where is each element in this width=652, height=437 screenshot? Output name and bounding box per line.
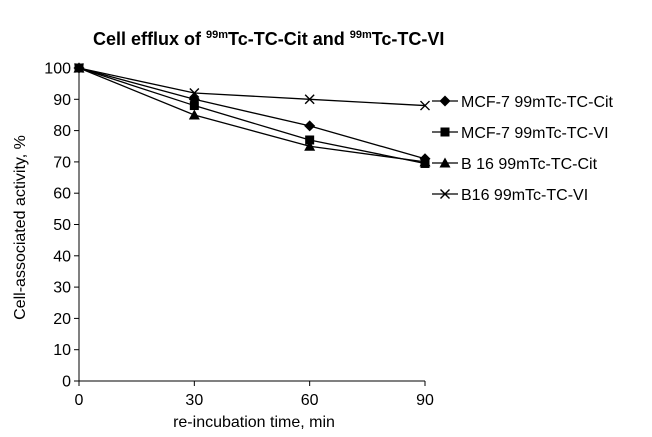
y-tick-label: 20 [53,311,71,328]
title-segment: Tc-TC-Cit and [228,29,350,49]
data-point-triangle [419,156,431,167]
y-tick-label: 30 [53,280,71,297]
data-point-x [304,94,315,105]
series-line [78,67,426,160]
axes [74,67,426,386]
y-tick-label: 0 [62,374,71,391]
legend-entry: B 16 99mTc-TC-Cit [432,156,598,173]
series-1 [73,62,431,165]
legend-marker [439,95,451,107]
legend-entry: MCF-7 99mTc-TC-Cit [432,94,614,111]
y-tick-label: 100 [44,61,71,78]
legend-label: MCF-7 99mTc-TC-Cit [461,94,614,111]
y-tick-label: 80 [53,123,71,140]
legend-entry: B16 99mTc-TC-VI [432,187,588,204]
data-point-x [74,63,84,73]
legend: MCF-7 99mTc-TC-Cit MCF-7 99mTc-TC-VI B 16 … [432,94,614,204]
x-tick-label: 0 [75,392,84,409]
series-layer [73,62,431,168]
data-point-square [189,101,199,111]
chart-title: Cell efflux of 99mTc-TC-Cit and 99mTc-TC… [93,29,444,49]
legend-label: B 16 99mTc-TC-Cit [461,156,598,173]
data-point-diamond [304,120,316,132]
series-4 [74,63,430,111]
data-point-x [189,88,200,99]
title-superscript: 99m [206,29,228,41]
data-point-triangle [304,140,316,151]
y-tick-label: 70 [53,154,71,171]
y-axis-label: Cell-associated activity, % [12,135,29,320]
y-tick-label: 10 [53,342,71,359]
legend-marker [440,127,450,137]
series-line [78,67,426,107]
y-tick-label: 60 [53,186,71,203]
data-point-square [305,135,315,145]
series-line [78,67,426,165]
data-point-triangle [188,109,200,120]
x-tick-label: 30 [185,392,203,409]
y-tick-label: 90 [53,92,71,109]
title-segment: Tc-TC-VI [372,29,445,49]
x-tick-label: 60 [301,392,319,409]
legend-label: MCF-7 99mTc-TC-VI [461,125,609,142]
data-point-x [420,100,430,111]
legend-marker [439,157,451,168]
y-tick-label: 40 [53,248,71,265]
title-segment: Cell efflux of [93,29,206,49]
title-superscript: 99m [350,29,372,41]
legend-marker [440,189,450,199]
x-tick-label: 90 [416,392,434,409]
x-axis-label: re-incubation time, min [173,414,335,431]
series-line [78,67,426,163]
tick-labels: 0 10 20 30 40 50 60 70 80 90 100 0 30 60 90 [44,61,434,410]
y-tick-label: 50 [53,217,71,234]
legend-entry: MCF-7 99mTc-TC-VI [432,125,609,142]
legend-label: B16 99mTc-TC-VI [461,187,588,204]
